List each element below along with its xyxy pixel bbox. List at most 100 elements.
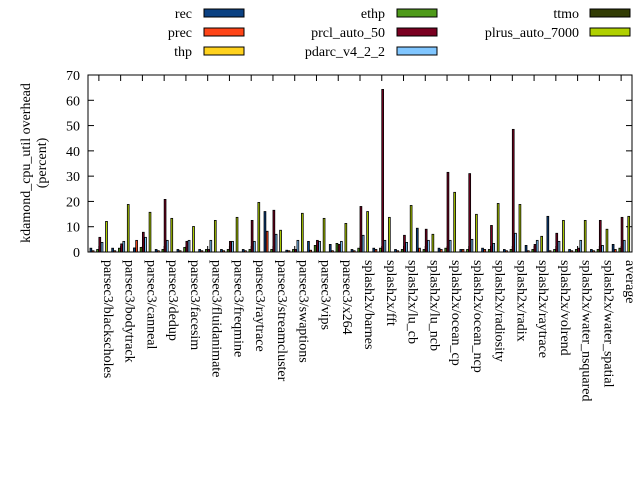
y-tick-label: 0 (73, 246, 80, 261)
legend-label: ttmo (553, 7, 579, 22)
bar-prec (592, 250, 595, 253)
y-axis-label-unit: (percent) (35, 137, 50, 188)
bar-prcl_auto_50 (577, 247, 580, 253)
x-tick-label: parsec3/x264 (339, 260, 354, 335)
bar-ethp (183, 247, 186, 253)
bar-ethp (466, 249, 469, 253)
bar-ethp (335, 243, 339, 253)
bar-rec (263, 211, 267, 253)
bar-plrus_auto_7000 (366, 211, 369, 253)
bar-pdarc_v4_2_2 (405, 241, 408, 253)
x-tick-label: splash2x/ocean_ncp (470, 260, 485, 373)
bar-pdarc_v4_2_2 (122, 240, 126, 253)
bar-prcl_auto_50 (141, 231, 145, 253)
bar-prcl_auto_50 (185, 240, 189, 253)
bar-prcl_auto_50 (446, 171, 450, 253)
bar-pdarc_v4_2_2 (100, 241, 104, 253)
bar-pdarc_v4_2_2 (579, 239, 583, 253)
legend-label: thp (174, 45, 192, 60)
bar-prcl_auto_50 (316, 239, 319, 253)
legend-swatch-prcl_auto_50 (396, 27, 438, 37)
bar-plrus_auto_7000 (344, 223, 348, 253)
x-tick-label: parsec3/fluidanimate (209, 260, 224, 377)
bar-prcl_auto_50 (555, 232, 559, 253)
bar-pdarc_v4_2_2 (296, 239, 300, 253)
bar-prec (244, 250, 247, 253)
bar-rec (394, 249, 397, 253)
bar-pdarc_v4_2_2 (144, 236, 147, 253)
bar-rec (481, 247, 484, 253)
bar-ethp (248, 249, 252, 253)
bar-prcl_auto_50 (381, 89, 384, 253)
bar-plrus_auto_7000 (583, 219, 587, 253)
bar-prec (439, 249, 443, 253)
bar-ethp (226, 249, 230, 253)
bar-prec (570, 250, 574, 253)
bar-prcl_auto_50 (468, 173, 472, 253)
bar-rec (220, 249, 223, 253)
x-tick-label: splash2x/volrend (557, 260, 572, 356)
bar-pdarc_v4_2_2 (448, 239, 452, 253)
bar-rec (502, 249, 506, 253)
x-tick-label: splash2x/lu_ncb (426, 260, 441, 351)
bar-prec (178, 250, 182, 253)
bar-ethp (292, 249, 295, 253)
bar-pdarc_v4_2_2 (253, 240, 256, 253)
x-tick-label: parsec3/swaptions (296, 260, 311, 363)
bar-plrus_auto_7000 (192, 226, 195, 253)
x-tick-label: splash2x/water_nsquared (579, 260, 594, 402)
bar-pdarc_v4_2_2 (622, 239, 626, 253)
bar-plrus_auto_7000 (105, 221, 108, 253)
bar-plrus_auto_7000 (257, 202, 261, 253)
bar-rec (198, 249, 201, 253)
bar-rec (89, 247, 93, 253)
bar-rec (133, 247, 136, 253)
legend-swatch-plrus_auto_7000 (589, 27, 631, 37)
bar-pdarc_v4_2_2 (383, 239, 387, 253)
bar-pdarc_v4_2_2 (187, 239, 191, 253)
bar-ethp (422, 249, 426, 253)
bar-plrus_auto_7000 (170, 217, 174, 253)
bar-plrus_auto_7000 (562, 219, 565, 253)
x-tick-label: splash2x/raytrace (535, 260, 550, 358)
legend-label: rec (175, 7, 192, 22)
x-tick-label: parsec3/vips (317, 260, 332, 330)
y-tick-label: 30 (66, 170, 80, 185)
x-tick-labels: parsec3/blackscholes parsec3/bodytrack par… (100, 260, 637, 402)
bar-pdarc_v4_2_2 (209, 239, 213, 253)
bar-rec (459, 249, 463, 253)
bar-ethp (596, 249, 600, 253)
bar-prec (548, 250, 552, 253)
bar-prcl_auto_50 (424, 228, 428, 253)
bar-prec (352, 250, 356, 253)
bar-plrus_auto_7000 (388, 216, 391, 253)
legend-swatch-prec (203, 27, 245, 37)
x-tick-label: splash2x/radix (513, 260, 528, 342)
bar-prec (396, 250, 400, 253)
bar-ethp (357, 247, 360, 253)
bar-prec (483, 249, 487, 253)
legend-label: pdarc_v4_2_2 (305, 45, 385, 60)
bar-plrus_auto_7000 (409, 205, 413, 253)
bar-rec (524, 245, 528, 253)
bar-prcl_auto_50 (533, 244, 537, 253)
bars (89, 89, 631, 253)
bar-pdarc_v4_2_2 (470, 238, 474, 253)
bar-pdarc_v4_2_2 (165, 239, 169, 253)
bar-ethp (618, 247, 622, 253)
bar-ethp (379, 247, 382, 253)
bar-prec (91, 250, 95, 253)
bar-pdarc_v4_2_2 (318, 240, 321, 253)
bar-prcl_auto_50 (163, 199, 167, 253)
bar-prec (505, 250, 508, 253)
bar-prcl_auto_50 (120, 243, 123, 253)
bar-ethp (96, 249, 99, 253)
legend-swatch-ttmo (589, 8, 631, 18)
bar-prec (157, 250, 160, 253)
bar-rec (176, 249, 180, 253)
bar-prcl_auto_50 (490, 225, 493, 253)
bar-ethp (313, 245, 317, 253)
bar-prcl_auto_50 (294, 249, 297, 253)
bar-prec (331, 250, 334, 253)
